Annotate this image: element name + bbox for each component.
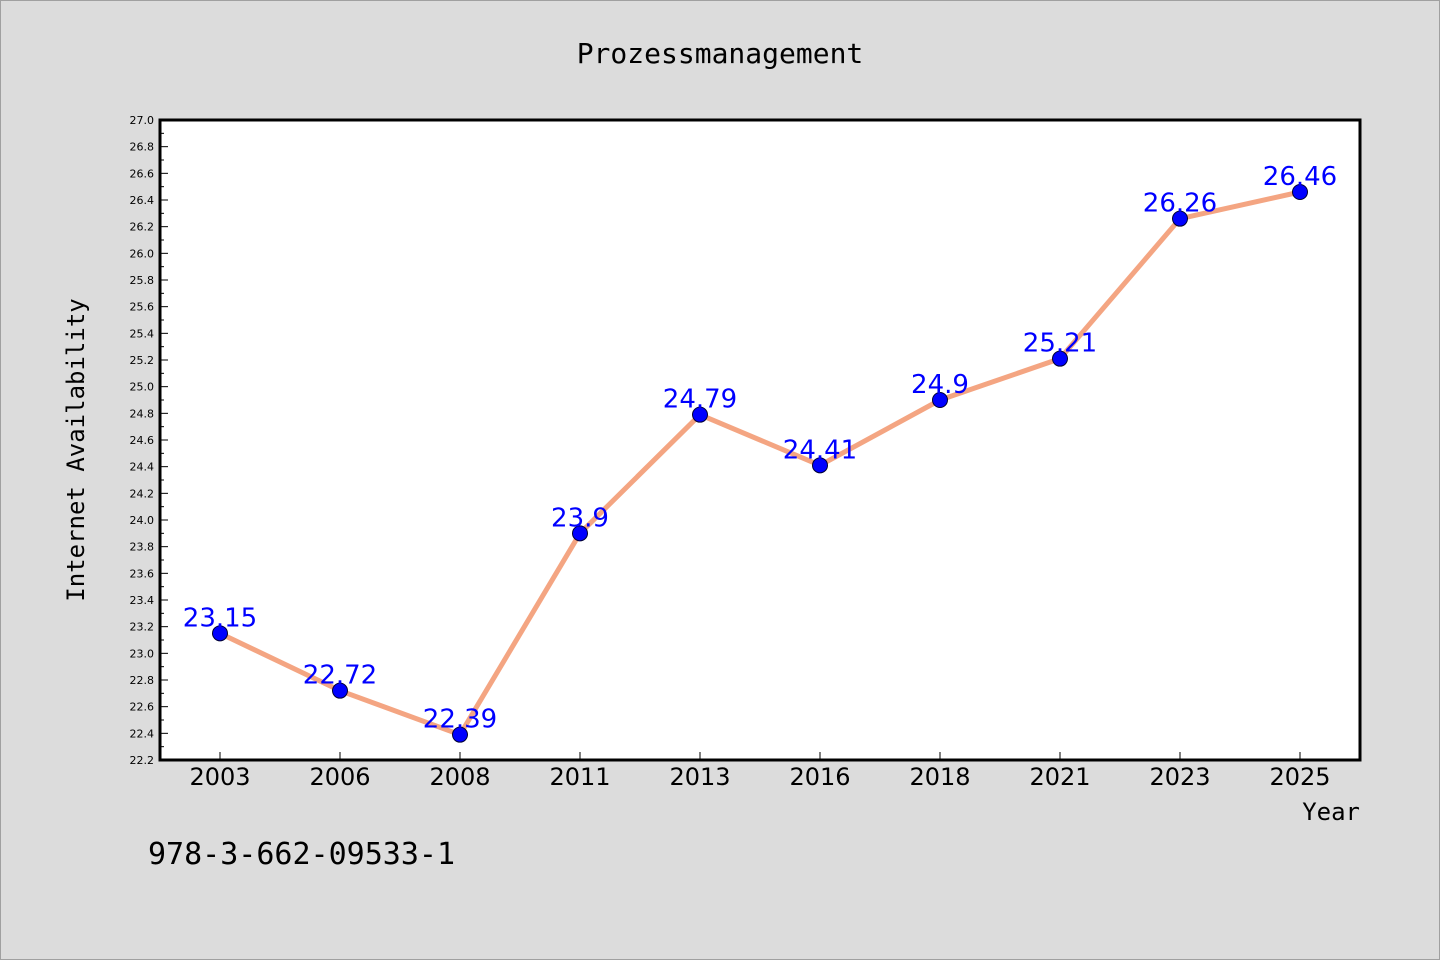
x-tick-label: 2011 xyxy=(549,763,610,791)
chart-title: Prozessmanagement xyxy=(577,37,864,70)
y-tick-label: 25.6 xyxy=(130,301,155,314)
series-line xyxy=(217,189,1303,738)
data-point xyxy=(572,525,588,542)
y-tick-label: 24.4 xyxy=(130,461,155,474)
data-point xyxy=(332,682,348,699)
data-point xyxy=(812,457,828,474)
data-label: 26.46 xyxy=(1263,162,1337,192)
y-tick-label: 25.0 xyxy=(130,381,155,394)
y-tick-label: 23.6 xyxy=(130,567,155,580)
y-tick-label: 23.4 xyxy=(130,594,155,607)
data-label: 24.41 xyxy=(783,435,857,465)
y-tick-label: 22.4 xyxy=(130,727,155,740)
data-label: 22.39 xyxy=(423,705,497,735)
x-tick-label: 2021 xyxy=(1029,763,1090,791)
y-tick-label: 27.0 xyxy=(130,114,155,127)
y-tick-label: 25.4 xyxy=(130,327,155,340)
data-point xyxy=(1172,210,1188,227)
y-tick-label: 26.6 xyxy=(130,167,155,180)
y-tick-label: 26.4 xyxy=(130,194,155,207)
data-point xyxy=(932,392,948,408)
x-tick-label: 2003 xyxy=(189,763,250,791)
data-label: 24.9 xyxy=(911,370,969,400)
y-tick-label: 26.0 xyxy=(130,247,155,260)
series-lines xyxy=(217,189,1303,738)
x-tick-label: 2016 xyxy=(789,763,850,791)
x-axis-ticks: 2003 2006 2008 2011 2013 2016 2018 2021 2023 2025 xyxy=(189,752,1331,791)
x-axis-title: Year xyxy=(1302,798,1360,826)
x-tick-label: 2023 xyxy=(1149,763,1210,791)
y-tick-label: 24.2 xyxy=(130,487,155,500)
y-tick-label: 24.8 xyxy=(130,407,155,420)
data-label: 23.9 xyxy=(551,503,609,533)
y-tick-label: 26.8 xyxy=(130,141,155,154)
data-label: 26.26 xyxy=(1143,189,1217,219)
x-tick-label: 2008 xyxy=(429,763,490,791)
x-tick-label: 2013 xyxy=(669,763,730,791)
data-point xyxy=(212,625,228,642)
y-tick-label: 25.8 xyxy=(130,274,155,287)
isbn-footer: 978-3-662-09533-1 xyxy=(148,837,455,872)
data-markers xyxy=(212,184,1308,743)
x-tick-label: 2006 xyxy=(309,763,370,791)
data-label: 25.21 xyxy=(1023,329,1097,359)
y-tick-label: 26.2 xyxy=(130,221,155,234)
y-tick-label: 23.2 xyxy=(130,621,155,634)
data-point xyxy=(1052,350,1068,367)
y-tick-label: 24.6 xyxy=(130,434,155,447)
y-tick-label: 23.0 xyxy=(130,647,155,660)
y-tick-label: 22.6 xyxy=(130,701,155,714)
data-point xyxy=(1292,184,1308,200)
y-axis-ticks: 22.2 22.4 22.6 22.8 23.0 23.2 23.4 23.6 23.8 24.0… xyxy=(130,114,168,767)
data-label: 23.15 xyxy=(183,603,257,633)
data-label: 22.72 xyxy=(303,661,377,691)
y-tick-label: 25.2 xyxy=(130,354,155,367)
x-tick-label: 2025 xyxy=(1269,763,1330,791)
y-tick-label: 22.2 xyxy=(130,754,155,767)
x-tick-label: 2018 xyxy=(909,763,970,791)
data-point xyxy=(692,406,708,423)
y-tick-label: 23.8 xyxy=(130,541,155,554)
y-tick-label: 22.8 xyxy=(130,674,155,687)
data-label: 24.79 xyxy=(663,385,737,415)
plot-frame xyxy=(158,118,1362,762)
y-tick-label: 24.0 xyxy=(130,514,155,527)
y-axis-title: Internet Availability xyxy=(62,298,90,601)
data-labels: 23.15 22.72 22.39 23.9 24.79 24.41 24.9 25.21 26… xyxy=(183,162,1337,735)
data-point xyxy=(452,726,468,743)
